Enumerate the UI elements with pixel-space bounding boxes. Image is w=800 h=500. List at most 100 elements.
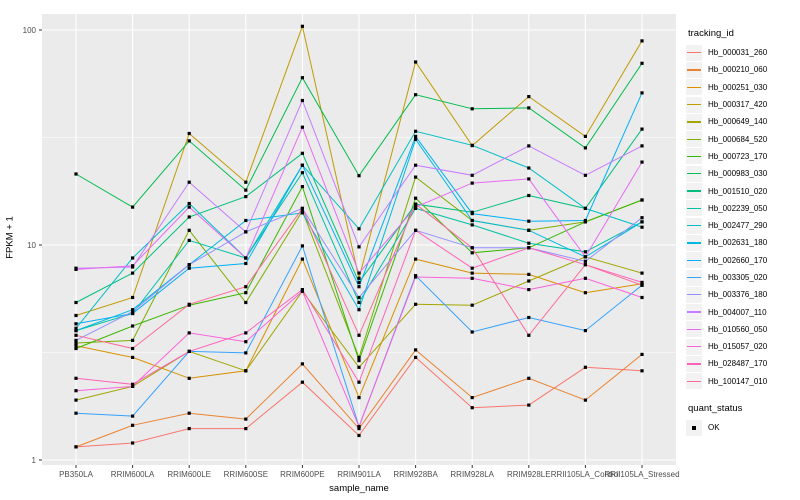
data-point <box>187 201 191 206</box>
data-point <box>357 276 361 280</box>
data-point <box>244 188 248 192</box>
legend-item-label: OK <box>708 423 720 433</box>
legend-key-line <box>687 259 701 261</box>
legend-item-Hb_001510_020: Hb_001510_020 <box>686 182 798 200</box>
data-point <box>300 171 304 175</box>
data-point <box>300 185 304 189</box>
legend-key-line <box>687 173 701 175</box>
data-point <box>414 228 418 232</box>
legend-item-label: Hb_000031_260 <box>708 48 768 58</box>
data-point <box>527 95 531 99</box>
data-point <box>414 137 418 141</box>
data-point <box>300 76 304 80</box>
data-point <box>357 271 361 275</box>
data-point <box>300 288 304 292</box>
data-point <box>187 205 191 209</box>
legend-key-swatch <box>686 200 702 217</box>
data-point <box>131 264 135 268</box>
x-tick-label: RRIM600LE <box>167 470 211 479</box>
data-point <box>470 303 474 307</box>
y-axis-title: FPKM + 1 <box>4 216 16 259</box>
data-point <box>357 174 361 178</box>
data-point <box>527 279 531 283</box>
data-point <box>74 445 78 449</box>
data-point <box>74 313 78 318</box>
legend-key-line <box>687 225 701 227</box>
data-point <box>583 206 587 210</box>
data-point <box>357 396 361 400</box>
legend-key-swatch <box>686 304 702 321</box>
data-point <box>357 380 361 384</box>
data-point <box>300 362 304 366</box>
data-point <box>300 209 304 213</box>
data-point <box>244 261 248 266</box>
legend-key-line <box>687 121 701 123</box>
legend-key-swatch <box>686 286 702 303</box>
legend-item-Hb_000983_030: Hb_000983_030 <box>686 165 798 182</box>
legend-item-label: Hb_003376_180 <box>708 290 768 300</box>
data-point <box>583 291 587 295</box>
legend-key-swatch <box>686 96 702 113</box>
data-point <box>131 256 135 260</box>
data-point <box>414 134 418 138</box>
data-point <box>244 195 248 199</box>
data-point <box>74 411 78 415</box>
legend-key-line <box>687 328 701 331</box>
legend-item-label: Hb_002660_170 <box>708 255 768 265</box>
data-point <box>187 180 191 184</box>
data-point <box>131 295 135 300</box>
data-point <box>131 414 135 418</box>
data-point <box>187 302 191 306</box>
data-point <box>470 143 474 147</box>
x-tick-label: RRIM901LA <box>337 470 381 479</box>
data-point <box>470 223 474 227</box>
data-point <box>527 241 531 245</box>
legend-item-label: Hb_000723_170 <box>708 151 768 161</box>
data-point <box>527 376 531 380</box>
data-point <box>74 333 78 337</box>
data-point <box>357 359 361 363</box>
legend-key-swatch <box>686 321 702 338</box>
legend-key-line <box>687 276 701 279</box>
data-point <box>244 369 248 373</box>
data-point <box>414 196 418 200</box>
data-point <box>470 330 474 334</box>
data-point <box>583 365 587 369</box>
data-point <box>74 376 78 380</box>
data-point <box>527 144 531 148</box>
data-point <box>470 396 474 400</box>
data-point <box>74 398 78 402</box>
data-point <box>527 219 531 223</box>
data-point <box>74 267 78 271</box>
data-point <box>74 329 78 333</box>
data-point <box>640 39 644 43</box>
data-point <box>414 302 418 306</box>
data-point <box>131 382 135 386</box>
data-point <box>414 257 418 261</box>
data-point <box>470 406 474 410</box>
data-point <box>414 175 418 179</box>
data-point <box>527 333 531 337</box>
x-tick-label: RRIM600LA <box>111 470 155 479</box>
data-point <box>357 227 361 231</box>
data-point <box>583 263 587 267</box>
data-point <box>300 151 304 155</box>
legend-key-swatch <box>686 148 702 165</box>
data-point <box>187 131 191 136</box>
data-point <box>244 300 248 305</box>
data-point <box>244 351 248 355</box>
legend-item-label: Hb_000317_420 <box>708 100 768 110</box>
data-point <box>414 163 418 167</box>
legend-item-label: Hb_028487_170 <box>708 359 768 369</box>
legend-item-label: Hb_002631_180 <box>708 238 768 248</box>
data-point <box>357 245 361 249</box>
data-point <box>527 177 531 181</box>
data-point <box>187 266 191 270</box>
legend-item-Hb_003305_020: Hb_003305_020 <box>686 269 798 286</box>
data-point <box>470 266 474 270</box>
black-square-point-icon <box>692 425 696 430</box>
data-point <box>414 355 418 359</box>
data-point <box>470 218 474 223</box>
legend-quant-status-block: quant_status OK <box>686 403 798 436</box>
legend-item-Hb_000210_060: Hb_000210_060 <box>686 61 798 78</box>
